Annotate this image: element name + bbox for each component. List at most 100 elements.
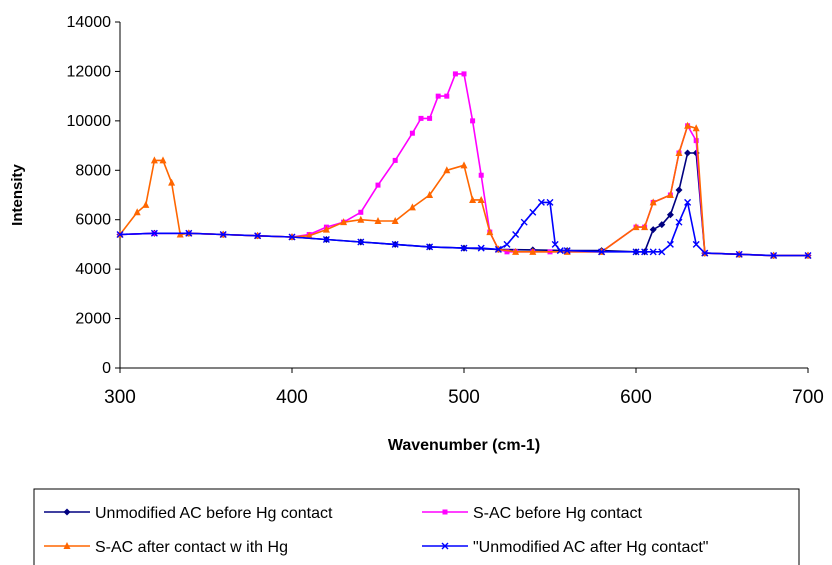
data-point [486,228,494,236]
data-point [391,216,399,224]
data-point [168,178,176,186]
legend-box [33,488,800,565]
y-tick-label: 2000 [75,311,111,328]
data-point [150,229,158,237]
data-point [693,138,699,144]
data-point [675,218,683,226]
data-point [546,198,554,206]
data-point [770,252,778,260]
legend-swatch-marker [441,542,449,550]
data-point [375,182,381,188]
data-point [408,203,416,211]
x-tick-label: 300 [104,387,136,408]
legend-label: "Unmodified AC after Hg contact" [473,539,708,556]
y-tick-label: 12000 [67,63,112,80]
data-point [357,238,365,246]
x-ticks: 300 400 500 600 700 [104,368,824,408]
data-point [658,248,666,256]
data-point [322,225,330,233]
data-point [666,240,674,248]
data-point [427,115,433,121]
series [116,71,812,260]
data-point [391,240,399,248]
data-point [142,200,150,208]
data-point [477,195,485,203]
y-tick-label: 6000 [75,212,111,229]
data-point [666,191,674,198]
data-point [444,93,450,99]
legend-item: S-AC before Hg contact [422,505,643,522]
data-point [418,115,424,121]
data-point [684,149,692,157]
legend-swatch-marker [442,509,448,515]
x-tick-label: 500 [448,387,480,408]
data-point [512,231,520,239]
data-point [556,247,564,255]
data-point [684,121,692,129]
data-point [374,216,382,224]
data-point [641,223,649,231]
legend-swatch-marker [63,542,71,549]
data-point [675,148,683,156]
data-point [649,226,657,234]
data-point [219,231,227,239]
data-point [435,93,441,99]
data-point [512,247,520,255]
data-point [684,198,692,206]
data-point [288,233,296,241]
data-point [469,195,477,203]
data-point [692,124,700,132]
data-point [735,250,743,258]
data-point [641,248,649,256]
y-tick-label: 4000 [75,261,111,278]
data-point [675,186,683,194]
data-point [563,247,571,255]
data-point [185,229,193,237]
y-axis-title: Intensity [9,164,26,226]
data-point [804,252,812,260]
data-point [666,211,674,219]
legend-label: S-AC before Hg contact [473,505,643,522]
data-point [477,244,485,252]
data-point [254,232,262,240]
data-point [150,156,158,164]
data-point [478,172,484,178]
data-point [409,130,415,136]
data-point [392,157,398,163]
y-ticks: 0 2000 4000 6000 8000 10000 12000 14000 [67,14,120,377]
data-point [537,198,545,206]
data-point [632,223,640,231]
data-point [503,240,511,248]
data-point [340,218,348,226]
x-axis-title: Wavenumber (cm-1) [388,437,540,454]
x-tick-label: 700 [792,387,824,408]
legend-item: Unmodified AC before Hg contact [44,505,333,522]
data-point [649,198,657,206]
data-point [529,247,537,255]
data-point [305,231,313,239]
legend-item: S-AC after contact w ith Hg [44,539,288,556]
data-point [692,240,700,248]
legend-label: S-AC after contact w ith Hg [95,539,288,556]
legend-item: "Unmodified AC after Hg contact" [422,539,708,556]
y-tick-label: 0 [102,360,111,377]
data-point [116,231,124,239]
data-point [461,71,467,77]
data-point [649,248,657,256]
x-tick-label: 600 [620,387,652,408]
data-point [426,243,434,251]
y-tick-label: 8000 [75,162,111,179]
legend-swatch-marker [63,508,71,516]
data-point [426,191,434,198]
data-point [598,248,606,256]
y-tick-label: 14000 [67,14,112,31]
data-point [460,244,468,252]
data-point [494,245,502,253]
data-point [358,209,364,215]
data-point [460,161,468,169]
data-point [470,118,476,124]
legend-label: Unmodified AC before Hg contact [95,505,333,522]
x-tick-label: 400 [276,387,308,408]
